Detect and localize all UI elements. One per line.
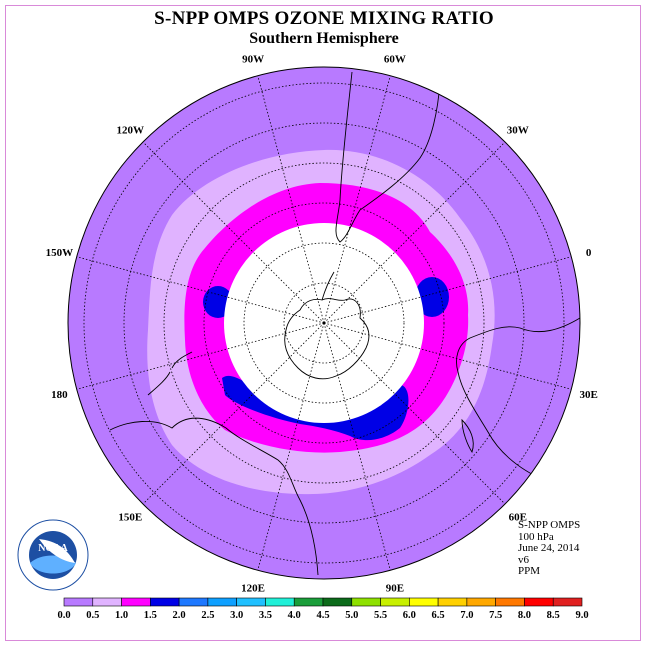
info-date: June 24, 2014 <box>518 542 580 554</box>
longitude-label: 60E <box>509 512 527 524</box>
australia-coastline <box>109 417 319 576</box>
latitude-circle <box>243 242 405 404</box>
colorbar-segment <box>437 597 468 607</box>
colorbar: 0.0 0.5 1.0 1.5 2.0 2.5 3.0 3.5 4.0 4.5 5.0 5.5 6.0 6… <box>57 597 589 621</box>
colorbar-segment <box>466 597 496 607</box>
antarctica-coastline <box>284 298 370 380</box>
colorbar-tick-label: 3.0 <box>230 610 243 621</box>
colorbar-tick-label: 7.5 <box>489 610 502 621</box>
colorbar-segment <box>322 597 353 607</box>
map-boundary <box>67 66 581 580</box>
longitude-label: 90W <box>242 53 264 65</box>
colorbar-tick-label: 4.0 <box>288 610 301 621</box>
longitude-label: 0 <box>586 247 592 259</box>
meridian-line <box>323 322 572 390</box>
colorbar-segment <box>92 597 122 607</box>
meridian-line <box>142 322 325 505</box>
colorbar-tick-label: 5.5 <box>374 610 387 621</box>
longitude-label: 150E <box>118 512 142 524</box>
colorbar-tick-label: 1.5 <box>144 610 157 621</box>
longitude-label: 150W <box>46 247 74 259</box>
ozone-blue-patch-south <box>222 375 409 441</box>
longitude-label: 60W <box>384 53 406 65</box>
south-america-coastline <box>335 71 441 243</box>
colorbar-tick-label: 5.0 <box>345 610 358 621</box>
plot-frame <box>5 5 641 641</box>
info-product: S-NPP OMPS <box>518 519 581 531</box>
colorbar-tick-label: 0.0 <box>57 610 70 621</box>
colorbar-segment <box>63 597 94 607</box>
colorbar-tick-label: 6.0 <box>403 610 416 621</box>
colorbar-tick-label: 9.0 <box>575 610 588 621</box>
latitude-circle <box>283 282 365 364</box>
colorbar-segment <box>409 597 439 607</box>
africa-coastline <box>456 317 580 483</box>
colorbar-tick-label: 6.5 <box>432 610 445 621</box>
info-version: v6 <box>518 553 529 566</box>
latitude-circle <box>163 162 485 484</box>
longitude-label: 30E <box>579 389 597 401</box>
longitude-label: 120E <box>241 583 265 595</box>
antarctic-peninsula-coastline <box>321 271 335 301</box>
meridian-line <box>323 75 391 324</box>
madagascar-coastline <box>461 418 474 454</box>
colorbar-segment <box>524 597 554 607</box>
colorbar-tick-label: 1.0 <box>115 610 128 621</box>
colorbar-segment <box>351 597 381 607</box>
longitude-label: 120W <box>117 124 145 136</box>
ozone-blue-patch-east <box>415 277 449 317</box>
colorbar-segment <box>552 597 583 607</box>
longitude-label: 180 <box>51 389 68 401</box>
colorbar-tick-label: 2.5 <box>201 610 214 621</box>
colorbar-segment <box>150 597 180 607</box>
colorbar-tick-label: 0.5 <box>86 610 99 621</box>
coastlines <box>109 71 580 576</box>
info-units: PPM <box>518 565 541 577</box>
latitude-circle <box>123 122 525 524</box>
meridian-line <box>257 322 325 571</box>
meridian-line <box>257 75 325 324</box>
meridian-line <box>323 141 506 324</box>
meridian-line <box>142 141 325 324</box>
meridian-line <box>76 256 325 324</box>
colorbar-segment <box>265 597 295 607</box>
colorbar-segment <box>293 597 324 607</box>
new-zealand-coastline <box>147 351 193 396</box>
colorbar-segment <box>236 597 266 607</box>
noaa-logo: NOAA <box>17 519 89 591</box>
meridian-line <box>323 322 506 505</box>
meridian-line <box>323 256 572 324</box>
meridian-line <box>76 322 325 390</box>
colorbar-tick-label: 7.0 <box>460 610 473 621</box>
colorbar-segment <box>207 597 237 607</box>
colorbar-tick-label: 2.0 <box>173 610 186 621</box>
colorbar-segment <box>121 597 151 607</box>
longitude-label: 90E <box>386 583 404 595</box>
page-title: S-NPP OMPS OZONE MIXING RATIO <box>154 8 494 29</box>
latitude-circle <box>203 202 445 444</box>
colorbar-segment <box>380 597 410 607</box>
colorbar-tick-label: 4.5 <box>316 610 329 621</box>
pole-marker <box>322 321 326 325</box>
colorbar-tick-label: 3.5 <box>259 610 272 621</box>
colorbar-segment <box>178 597 209 607</box>
info-level: 100 hPa <box>518 530 554 543</box>
longitude-label: 30W <box>507 124 529 136</box>
latitude-circle <box>83 82 565 564</box>
page-subtitle: Southern Hemisphere <box>249 30 399 47</box>
colorbar-segment <box>495 597 525 607</box>
colorbar-tick-label: 8.0 <box>518 610 531 621</box>
noaa-logo-label: NOAA <box>38 543 68 554</box>
meridian-line <box>323 322 391 571</box>
colorbar-tick-label: 8.5 <box>547 610 560 621</box>
info-block: S-NPP OMPS 100 hPa June 24, 2014 v6 PPM <box>518 519 581 578</box>
